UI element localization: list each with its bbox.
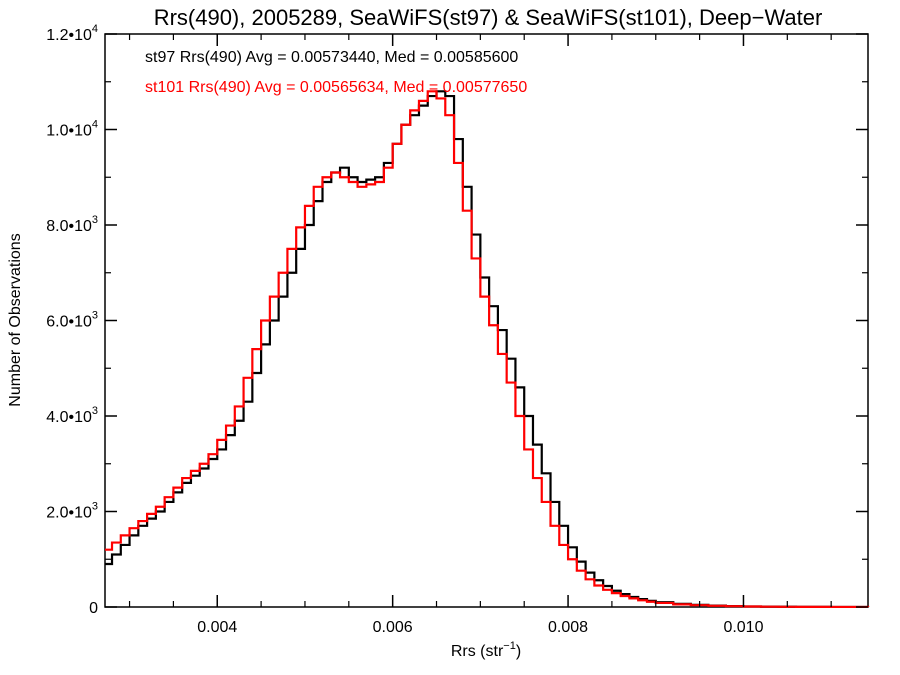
series-layer [105,90,870,609]
x-axis-label: Rrs (str−1) [451,640,521,660]
legend-entry-st101: st101 Rrs(490) Avg = 0.00565634, Med = 0… [145,79,527,96]
x-tick-label: 0.004 [197,619,237,636]
y-tick-label: 1.2•104 [46,23,98,44]
y-tick-label: 8.0•103 [46,214,98,235]
x-tick-label: 0.006 [373,619,413,636]
axis-ticks: 0.004 0.006 0.008 0.010 0 2.0•103 4.0•103 6.0•1… [46,23,868,636]
y-tick-label: 1.0•104 [46,119,98,140]
y-tick-label: 0 [89,600,98,617]
y-axis-label: Number of Observations [7,233,24,406]
x-axis-label-exponent: −1 [503,640,516,652]
x-axis-label-text: Rrs (str [451,643,504,660]
plot-area [104,33,869,608]
x-axis-label-end: ) [516,643,521,660]
y-tick-label: 2.0•103 [46,501,98,522]
plot-frame [104,33,869,608]
x-tick-label: 0.008 [548,619,588,636]
series-line-st97 [105,90,870,609]
y-tick-label: 4.0•103 [46,405,98,426]
chart-title: Rrs(490), 2005289, SeaWiFS(st97) & SeaWi… [154,5,823,30]
x-tick-label: 0.010 [723,619,763,636]
series-line-st101 [105,90,870,609]
legend-entry-st97: st97 Rrs(490) Avg = 0.00573440, Med = 0.… [145,49,518,66]
y-tick-label: 6.0•103 [46,310,98,331]
